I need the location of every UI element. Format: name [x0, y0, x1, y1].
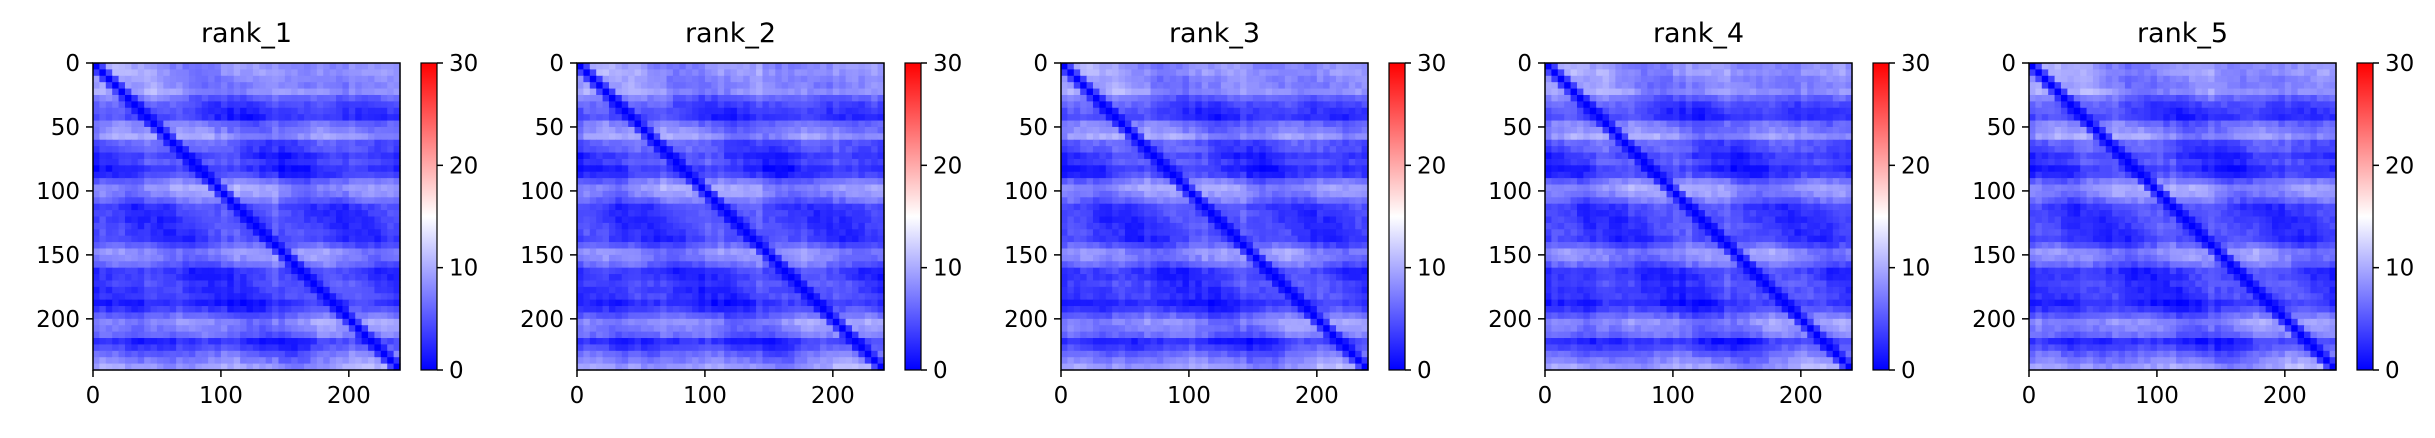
x-tick-label: 0	[1538, 383, 1553, 409]
y-tick-label: 200	[1488, 307, 1532, 333]
colorbar-tick-label: 20	[2385, 153, 2414, 179]
colorbar-tick-label: 10	[1417, 256, 1446, 282]
y-tick-label: 200	[36, 307, 80, 333]
colorbar-tick-label: 30	[449, 51, 478, 77]
colorbar-tick-label: 0	[1901, 358, 1916, 384]
x-tick-label: 200	[327, 383, 371, 409]
plot-frame	[576, 62, 885, 371]
y-tick-label: 50	[1987, 115, 2016, 141]
x-tick-label: 100	[1651, 383, 1695, 409]
heatmap-image	[1061, 63, 1369, 371]
panel-title: rank_3	[1169, 18, 1260, 49]
colorbar	[420, 62, 438, 371]
panel-4: rank_4 0 100 200 0 50 100 150 200 0 10 20 30	[1488, 18, 1930, 409]
x-tick-label: 100	[683, 383, 727, 409]
y-tick-label: 0	[65, 51, 80, 77]
y-tick-label: 0	[549, 51, 564, 77]
y-tick-label: 50	[1019, 115, 1048, 141]
heatmap-image	[2029, 63, 2337, 371]
colorbar	[2356, 62, 2374, 371]
colorbar-tick-label: 0	[2385, 358, 2400, 384]
heatmap-image	[93, 63, 401, 371]
y-tick-label: 0	[2001, 51, 2016, 77]
x-tick-label: 0	[570, 383, 585, 409]
x-tick-label: 0	[2022, 383, 2037, 409]
heatmap-image	[1545, 63, 1853, 371]
x-tick-label: 200	[1779, 383, 1823, 409]
colorbar-tick-label: 10	[933, 256, 962, 282]
y-tick-label: 100	[1972, 179, 2016, 205]
colorbar-tick-label: 0	[1417, 358, 1432, 384]
colorbar-tick-label: 30	[933, 51, 962, 77]
colorbar-tick-label: 20	[449, 153, 478, 179]
panel-title: rank_2	[685, 18, 776, 49]
colorbar-tick-label: 20	[1901, 153, 1930, 179]
panel-5: rank_5 0 100 200 0 50 100 150 200 0 10 20 30	[1972, 18, 2414, 409]
x-tick-label: 200	[1295, 383, 1339, 409]
colorbar-tick-label: 30	[1901, 51, 1930, 77]
x-tick-label: 100	[2135, 383, 2179, 409]
x-tick-label: 200	[2263, 383, 2307, 409]
panel-3: rank_3 0 100 200 0 50 100 150 200 0 10 20 30	[1004, 18, 1446, 409]
y-tick-label: 100	[520, 179, 564, 205]
x-tick-label: 100	[1167, 383, 1211, 409]
y-tick-label: 0	[1517, 51, 1532, 77]
y-tick-label: 100	[36, 179, 80, 205]
colorbar	[1388, 62, 1406, 371]
y-tick-label: 50	[1503, 115, 1532, 141]
y-tick-label: 150	[1488, 243, 1532, 269]
y-tick-label: 100	[1004, 179, 1048, 205]
y-tick-label: 150	[1972, 243, 2016, 269]
panel-2: rank_2 0 100 200 0 50 100 150 200 0 10 20 30	[520, 18, 962, 409]
y-tick-label: 200	[520, 307, 564, 333]
y-tick-label: 100	[1488, 179, 1532, 205]
panel-1: rank_1 0 100 200 0 50 100 150 200 0 10 20 30	[36, 18, 478, 409]
panel-title: rank_1	[201, 18, 292, 49]
heatmap-image	[577, 63, 885, 371]
y-tick-label: 0	[1033, 51, 1048, 77]
colorbar-tick-label: 10	[449, 256, 478, 282]
y-tick-label: 50	[51, 115, 80, 141]
x-tick-label: 0	[86, 383, 101, 409]
panel-title: rank_5	[2137, 18, 2228, 49]
colorbar-tick-label: 30	[1417, 51, 1446, 77]
plot-frame	[92, 62, 401, 371]
colorbar-tick-label: 0	[449, 358, 464, 384]
x-tick-label: 200	[811, 383, 855, 409]
y-tick-label: 150	[1004, 243, 1048, 269]
colorbar	[904, 62, 922, 371]
colorbar	[1872, 62, 1890, 371]
panel-title: rank_4	[1653, 18, 1744, 49]
x-tick-label: 0	[1054, 383, 1069, 409]
colorbar-tick-label: 0	[933, 358, 948, 384]
plot-frame	[1544, 62, 1853, 371]
y-tick-label: 50	[535, 115, 564, 141]
colorbar-tick-label: 20	[933, 153, 962, 179]
x-tick-label: 100	[199, 383, 243, 409]
colorbar-tick-label: 30	[2385, 51, 2414, 77]
y-tick-label: 150	[520, 243, 564, 269]
plot-frame	[2028, 62, 2337, 371]
y-tick-label: 200	[1004, 307, 1048, 333]
plot-frame	[1060, 62, 1369, 371]
y-tick-label: 150	[36, 243, 80, 269]
y-tick-label: 200	[1972, 307, 2016, 333]
colorbar-tick-label: 10	[2385, 256, 2414, 282]
colorbar-tick-label: 20	[1417, 153, 1446, 179]
colorbar-tick-label: 10	[1901, 256, 1930, 282]
